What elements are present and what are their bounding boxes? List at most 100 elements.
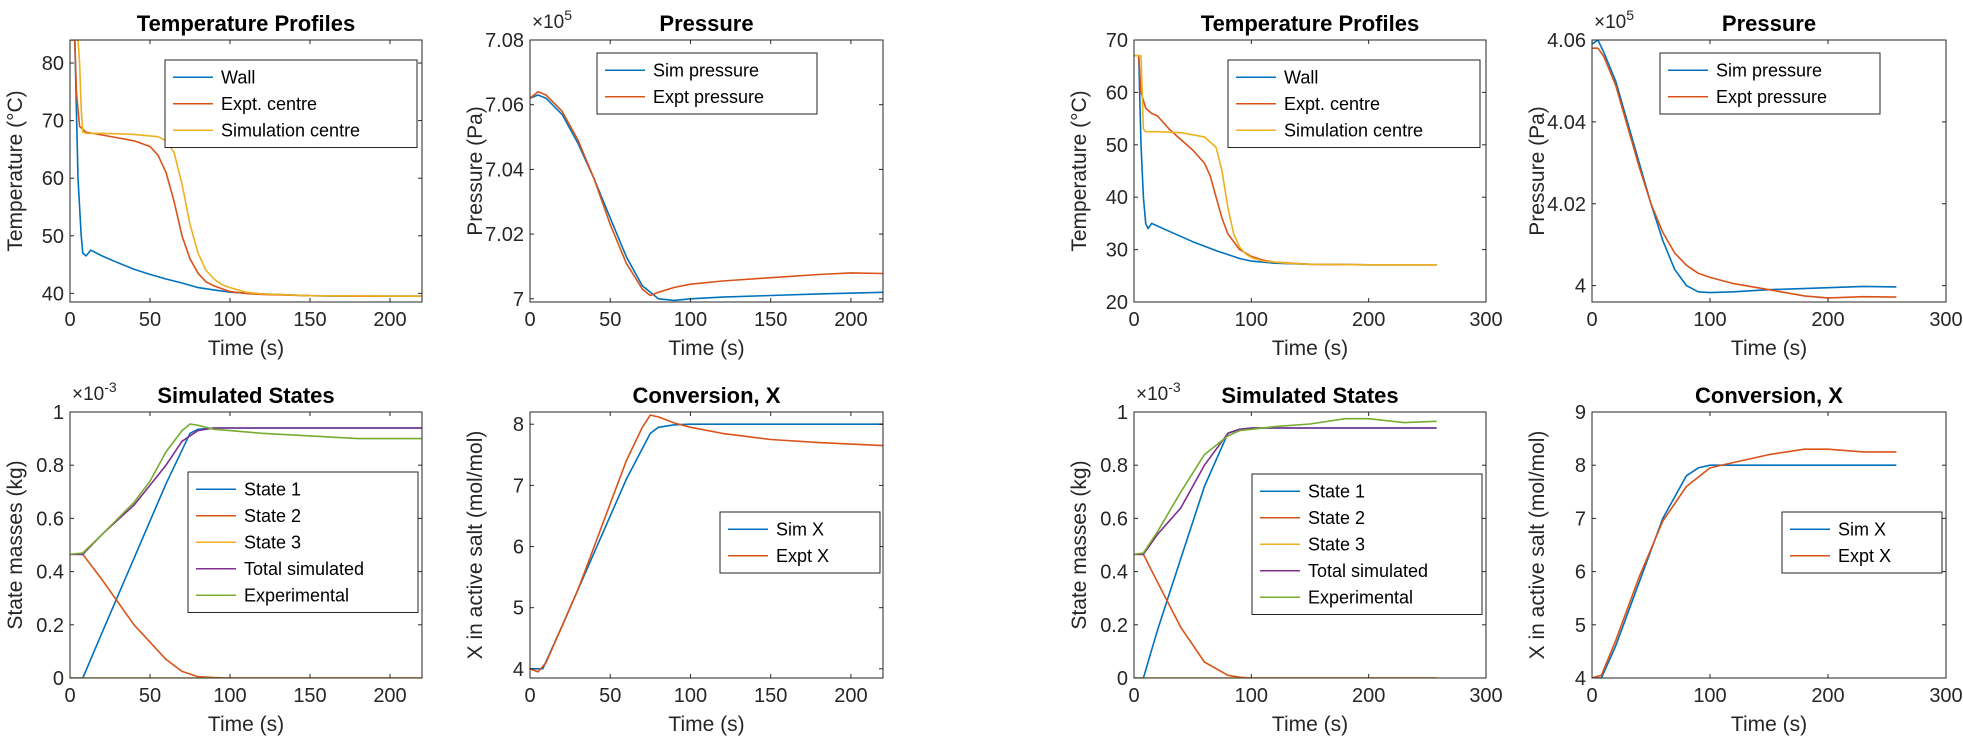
legend-label: State 3 [244,532,301,552]
legend-label: Simulation centre [221,120,360,140]
series-line-5 [1134,417,1437,556]
panel-p5: 0 50 100 150 200 0 0.2 0.4 0.6 0.8 1 Simulated Stat… [4,379,423,736]
y-axis-label: Pressure (Pa) [1526,106,1549,236]
axes-box [1133,411,1487,679]
y-tick-label: 0 [53,668,64,690]
x-tick-label: 150 [754,685,787,707]
y-tick-label: 30 [1106,240,1128,262]
series-group [70,40,422,298]
x-tick-label: 300 [1929,685,1962,707]
axis-exponent-label: ×10-3 [1136,379,1181,405]
y-tick-label: 40 [42,283,64,305]
x-tick-label: 100 [674,685,707,707]
y-tick-label: 8 [1575,455,1586,477]
legend: Sim X Expt X [719,511,881,574]
legend-label: Wall [221,67,255,87]
series-line-1 [1592,464,1897,678]
series-group [530,414,883,673]
legend-box [1659,52,1881,115]
axes-box [1591,39,1947,303]
legend-label: Sim pressure [653,60,759,80]
x-axis-label: Time (s) [1272,713,1348,736]
x-tick-label: 100 [213,309,246,331]
series-line-2 [1592,448,1897,678]
y-tick-label: 0.6 [1100,508,1128,530]
y-tick-label: 9 [1575,402,1586,424]
y-tick-label: 50 [42,226,64,248]
series-line-2 [530,91,883,297]
series-line-3 [1134,54,1437,266]
chart-title: Simulated States [1221,383,1398,408]
y-tick-label: 0.8 [36,455,64,477]
y-tick-label: 7 [513,289,524,311]
x-tick-label: 100 [1693,309,1726,331]
x-tick-label: 200 [1811,309,1844,331]
x-tick-label: 200 [834,309,867,331]
chart-title: Pressure [1722,11,1816,36]
legend-label: Total simulated [1308,561,1428,581]
panel-p1: 0 50 100 150 200 40 50 60 70 80 Temperature Profil… [4,11,423,360]
y-axis-label: X in active salt (mol/mol) [464,431,487,660]
series-group [1592,448,1897,678]
y-tick-label: 0 [1117,668,1128,690]
y-tick-label: 4.02 [1547,194,1586,216]
series-group [70,423,422,678]
y-tick-label: 4 [1575,668,1586,690]
x-tick-label: 50 [599,309,621,331]
x-tick-label: 50 [139,309,161,331]
y-tick-label: 0.2 [36,615,64,637]
y-axis-label: Temperature (°C) [4,90,27,251]
legend-label: Sim X [1838,519,1886,539]
legend: State 1 State 2 State 3 Total simulated Expe… [187,471,419,613]
legend: Wall Expt. centre Simulation centre [1227,59,1481,148]
legend-label: Expt pressure [1716,87,1827,107]
x-tick-label: 0 [524,309,535,331]
y-tick-label: 6 [513,537,524,559]
x-axis-label: Time (s) [668,337,744,360]
axes-box [1591,411,1947,679]
legend-label: Sim pressure [1716,60,1822,80]
panel-p8: 0 100 200 300 4 5 6 7 8 9 Conversion, X Time (s) X i… [1526,383,1963,736]
panel-p7: 0 100 200 300 0 0.2 0.4 0.6 0.8 1 Simulated States… [1068,379,1503,736]
y-tick-label: 4.06 [1547,30,1586,52]
x-tick-label: 100 [674,309,707,331]
legend-label: State 1 [244,479,301,499]
y-tick-label: 6 [1575,562,1586,584]
x-tick-label: 0 [524,685,535,707]
x-tick-label: 100 [213,685,246,707]
legend: Sim pressure Expt pressure [596,52,818,115]
y-axis-label: Pressure (Pa) [464,106,487,236]
legend-label: State 3 [1308,534,1365,554]
series-line-2 [70,553,422,678]
legend-label: State 2 [244,506,301,526]
legend-label: Sim X [776,519,824,539]
y-tick-label: 8 [513,414,524,436]
chart-title: Simulated States [157,383,334,408]
axes-box [69,411,423,679]
axis-exponent-label: ×105 [1594,7,1634,33]
legend-label: Expt X [1838,546,1891,566]
y-tick-label: 0.4 [36,562,64,584]
x-tick-label: 200 [373,309,406,331]
x-tick-label: 0 [1586,685,1597,707]
panel-p2: 0 50 100 150 200 7 7.02 7.04 7.06 7.08 Pressure Tim… [464,7,884,360]
y-tick-label: 5 [1575,615,1586,637]
y-tick-label: 70 [1106,30,1128,52]
legend-label: State 2 [1308,508,1365,528]
legend-label: Expt. centre [1284,94,1380,114]
series-group [1134,417,1437,678]
y-axis-label: X in active salt (mol/mol) [1526,431,1549,660]
legend-box [1781,511,1943,574]
chart-title: Conversion, X [633,383,781,408]
chart-title: Conversion, X [1695,383,1843,408]
x-tick-label: 0 [1128,309,1139,331]
x-tick-label: 0 [64,309,75,331]
x-tick-label: 0 [64,685,75,707]
y-tick-label: 0.8 [1100,455,1128,477]
legend-box [596,52,818,115]
x-tick-label: 200 [1811,685,1844,707]
chart-title: Pressure [659,11,753,36]
y-tick-label: 0.4 [1100,562,1128,584]
y-tick-label: 80 [42,53,64,75]
